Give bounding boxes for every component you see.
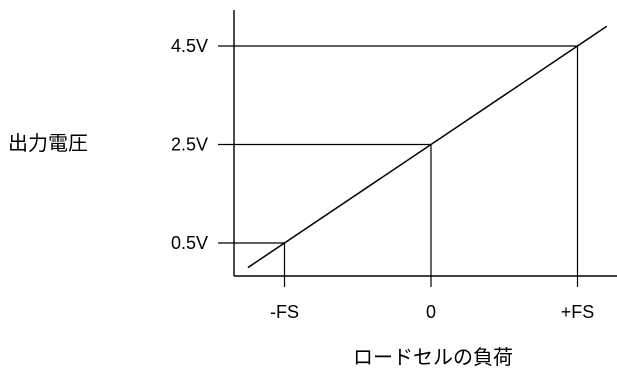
y-tick-label: 2.5V — [171, 135, 208, 155]
x-tick-label: 0 — [426, 302, 436, 322]
plot-area: 0.5V 2.5V 4.5V -FS 0 +FS — [171, 10, 617, 322]
y-tick-label: 0.5V — [171, 233, 208, 253]
x-tick-label: +FS — [561, 302, 595, 322]
x-axis-title: ロードセルの負荷 — [353, 345, 513, 369]
series-line-1 — [247, 25, 608, 269]
y-axis-title: 出力電圧 — [8, 131, 88, 155]
y-tick-label: 4.5V — [171, 36, 208, 56]
x-tick-label: -FS — [270, 302, 299, 322]
